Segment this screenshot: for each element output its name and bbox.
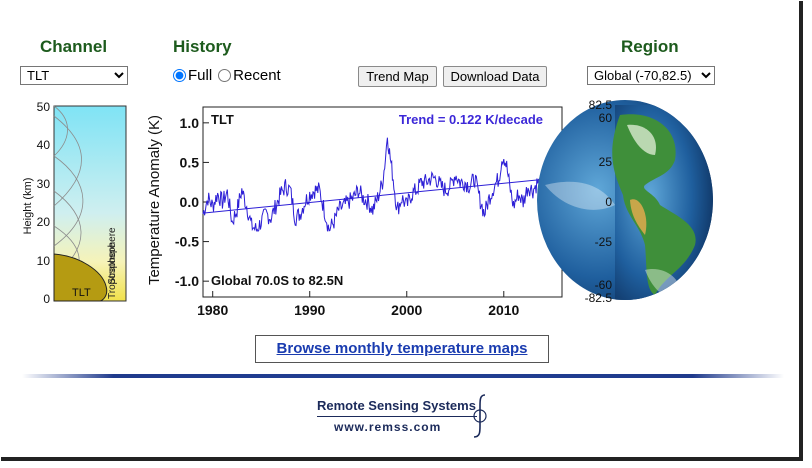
axis-ticks: 1980 1990 2000 2010 1.0 0.5 0.0 -0.5 -1.0 [175, 115, 520, 318]
stratosphere-label: Stratosphere [107, 227, 118, 285]
region-heading: Region [621, 37, 679, 56]
height-tick: 0 [43, 292, 50, 306]
lat-tick: -25 [595, 235, 613, 249]
recent-label: Recent [233, 67, 281, 84]
height-tick: 40 [37, 138, 51, 152]
trend-map-button[interactable]: Trend Map [358, 66, 437, 87]
lat-tick: 60 [599, 111, 613, 125]
footer-url[interactable]: www.remss.com [334, 420, 442, 434]
height-ticks: 50 40 30 20 10 0 [37, 100, 51, 306]
tlt-curve-label: TLT [72, 287, 91, 299]
troposphere-label: Troposphere [107, 242, 118, 299]
height-tick: 10 [37, 254, 51, 268]
height-tick: 50 [37, 100, 51, 114]
rss-logo-icon [473, 394, 487, 438]
footer-org-name: Remote Sensing Systems [317, 398, 476, 413]
height-axis-label: Height (km) [22, 178, 34, 235]
trend-label: Trend = 0.122 K/decade [399, 112, 543, 127]
lat-tick: 25 [599, 155, 613, 169]
browse-maps-link[interactable]: Browse monthly temperature maps [255, 335, 549, 363]
history-options: Full Recent [173, 67, 287, 84]
lat-tick: -82.5 [585, 291, 613, 305]
y-tick-label: 1.0 [180, 115, 200, 131]
plot-area [202, 106, 563, 298]
footer-logo-rule [317, 416, 477, 417]
x-tick-label: 2000 [391, 302, 422, 318]
region-globe: 82.5 60 25 0 -25 -60 -82.5 [537, 98, 713, 305]
y-tick-label: -0.5 [175, 234, 199, 250]
temperature-anomaly-chart: 1980 1990 2000 2010 1.0 0.5 0.0 -0.5 -1.0 TLT Tr… [146, 106, 563, 318]
anomaly-series-line [202, 137, 563, 233]
chart-channel-label: TLT [211, 112, 234, 127]
latitude-ticks: 82.5 60 25 0 -25 -60 -82.5 [585, 98, 613, 305]
download-data-button[interactable]: Download Data [443, 66, 547, 87]
region-select[interactable]: Global (-70,82.5) [587, 66, 715, 85]
height-tick: 30 [37, 177, 51, 191]
lat-tick: 82.5 [589, 98, 613, 112]
region-range-label: Global 70.0S to 82.5N [211, 273, 343, 288]
tlt-weighting-curve [53, 253, 108, 302]
channel-weighting-diagram: TLT Stratosphere Troposphere 50 40 30 20… [22, 100, 127, 306]
recent-radio[interactable] [218, 69, 232, 82]
lat-tick: 0 [605, 195, 612, 209]
height-tick: 20 [37, 215, 51, 229]
channel-heading: Channel [40, 37, 108, 56]
full-radio[interactable] [173, 69, 186, 82]
channel-select[interactable]: TLT [20, 66, 128, 85]
x-tick-label: 1980 [197, 302, 228, 318]
history-heading: History [173, 37, 232, 56]
x-tick-label: 2010 [488, 302, 519, 318]
y-tick-label: 0.0 [180, 194, 200, 210]
history-full-option[interactable]: Full [173, 67, 212, 84]
lat-tick: -60 [595, 278, 613, 292]
x-tick-label: 1990 [294, 302, 325, 318]
trend-line [202, 176, 563, 214]
full-label: Full [188, 67, 213, 84]
section-divider [22, 374, 784, 378]
y-tick-label: -1.0 [175, 273, 199, 289]
continent-shape [612, 114, 696, 295]
y-axis-label: Temperature Anomaly (K) [146, 115, 163, 285]
y-tick-label: 0.5 [180, 154, 200, 170]
history-recent-option[interactable]: Recent [218, 67, 281, 84]
